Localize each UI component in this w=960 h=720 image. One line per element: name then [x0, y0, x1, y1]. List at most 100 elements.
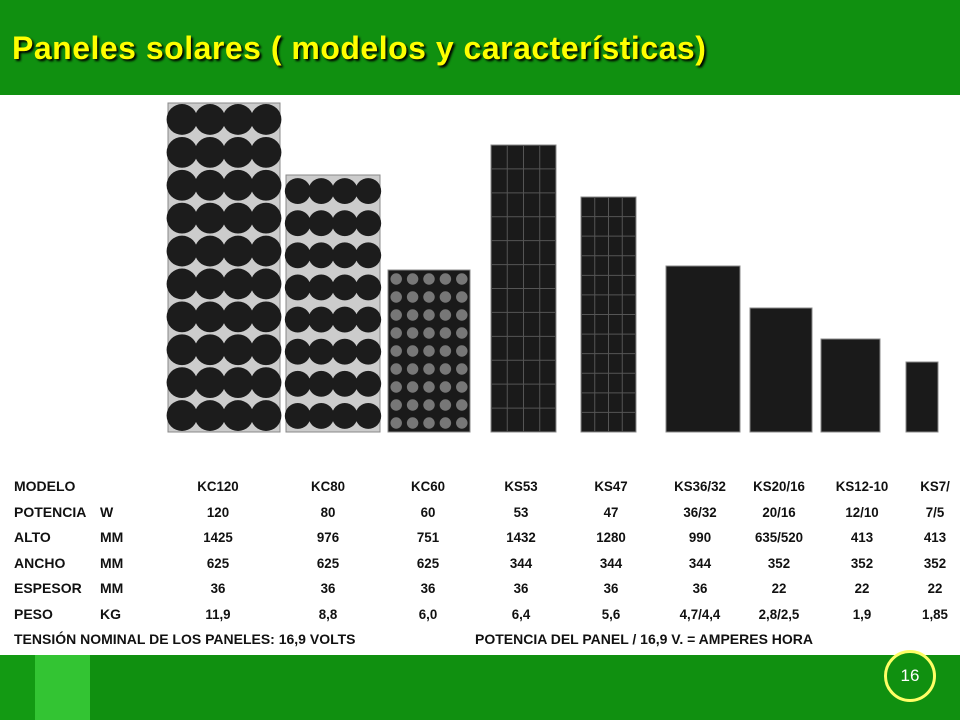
panel-shape	[355, 306, 382, 333]
panel-shape	[331, 306, 358, 333]
panel-shape	[284, 178, 311, 204]
model-name: KC80	[310, 478, 346, 494]
panel-shape	[749, 307, 813, 433]
model-name: KS47	[594, 478, 628, 494]
panel-shape	[390, 417, 402, 429]
panel-shape	[166, 400, 198, 431]
cell: 990	[688, 529, 712, 545]
panel-shape	[423, 273, 435, 285]
stripe	[0, 655, 35, 720]
panel-shape	[166, 367, 198, 399]
cell: 8,8	[318, 605, 338, 622]
cell: 1,85	[922, 605, 948, 622]
footer-bar	[0, 655, 960, 720]
panel-shape	[166, 301, 198, 333]
title: Paneles solares ( modelos y característi…	[12, 30, 707, 66]
panel-shape	[406, 291, 419, 303]
cell: 36	[320, 580, 336, 596]
panel-shape	[250, 235, 282, 267]
panel-shape	[308, 403, 335, 429]
header-bar	[0, 0, 960, 95]
panel-shape	[331, 242, 358, 269]
panel-shape	[355, 178, 382, 204]
panel-shape	[194, 400, 226, 431]
cell: 344	[688, 554, 712, 571]
panels-image	[166, 102, 939, 433]
cell: 344	[599, 554, 623, 571]
panel-shape	[390, 399, 402, 411]
note: POTENCIA DEL PANEL / 16,9 V. = AMPERES H…	[475, 631, 814, 647]
panel-shape	[406, 327, 419, 339]
panel-shape	[390, 291, 402, 303]
row-unit: W	[100, 503, 114, 520]
model-name: KS20/16	[753, 478, 805, 494]
panel-shape	[308, 178, 335, 204]
row-label: ANCHO	[14, 554, 66, 571]
cell: 36	[420, 580, 436, 596]
panel-shape	[308, 338, 335, 365]
panel-shape	[284, 338, 311, 365]
panel-shape	[355, 242, 382, 269]
cell: 36	[513, 580, 529, 596]
cell: 625	[416, 554, 440, 571]
panel-shape	[222, 268, 254, 300]
panel-shape	[355, 274, 382, 301]
panel-shape	[284, 370, 311, 397]
cell: 344	[509, 554, 533, 571]
cell: 6,4	[511, 605, 531, 622]
model-name: KS7/	[920, 478, 950, 494]
panel-shape	[250, 268, 282, 300]
cell: 60	[420, 503, 436, 520]
panel-shape	[331, 210, 358, 237]
panel-shape	[194, 235, 226, 267]
cell: 80	[320, 503, 336, 520]
panel-shape	[439, 363, 452, 375]
panel-shape	[166, 136, 198, 168]
panel-shape	[439, 417, 452, 429]
panel-shape	[194, 334, 226, 366]
panel-shape	[194, 367, 226, 399]
row-label: ESPESOR	[14, 580, 82, 596]
panel-shape	[308, 210, 335, 237]
model-name: KC120	[197, 478, 239, 494]
panel-shape	[456, 381, 468, 393]
panel-shape	[456, 399, 468, 411]
cell: 120	[206, 503, 230, 520]
cell: 53	[513, 503, 529, 520]
panel-shape	[390, 273, 402, 285]
cell: 22	[771, 580, 787, 596]
cell: 5,6	[601, 605, 621, 622]
panel-shape	[406, 363, 419, 375]
model-name: KS12-10	[835, 478, 889, 494]
panel-shape	[390, 381, 402, 393]
panel-shape	[390, 363, 402, 375]
cell: 36/32	[683, 503, 717, 520]
panel-shape	[222, 367, 254, 399]
panel-shape	[665, 265, 741, 433]
cell: 413	[923, 529, 947, 545]
panel-shape	[308, 242, 335, 269]
cell: 413	[850, 529, 874, 545]
panel-shape	[355, 370, 382, 397]
panel-shape	[423, 363, 435, 375]
cell: 352	[923, 554, 947, 571]
panel-shape	[355, 403, 382, 429]
panel-shape	[390, 327, 402, 339]
row-unit: MM	[100, 529, 124, 545]
cell: 12/10	[845, 503, 879, 520]
panel-shape	[439, 273, 452, 285]
panel-shape	[390, 309, 402, 321]
panel-shape	[423, 399, 435, 411]
panel-shape	[222, 334, 254, 366]
panel-shape	[390, 345, 402, 357]
row-label: POTENCIA	[14, 503, 87, 520]
panel-shape	[355, 210, 382, 237]
panel-shape	[222, 400, 254, 431]
panel-shape	[355, 338, 382, 365]
cell: 625	[206, 554, 230, 571]
panel-shape	[406, 345, 419, 357]
model-name: KS36/32	[674, 478, 726, 494]
panel-shape	[406, 417, 419, 429]
panel-shape	[250, 334, 282, 366]
panel-shape	[439, 291, 452, 303]
